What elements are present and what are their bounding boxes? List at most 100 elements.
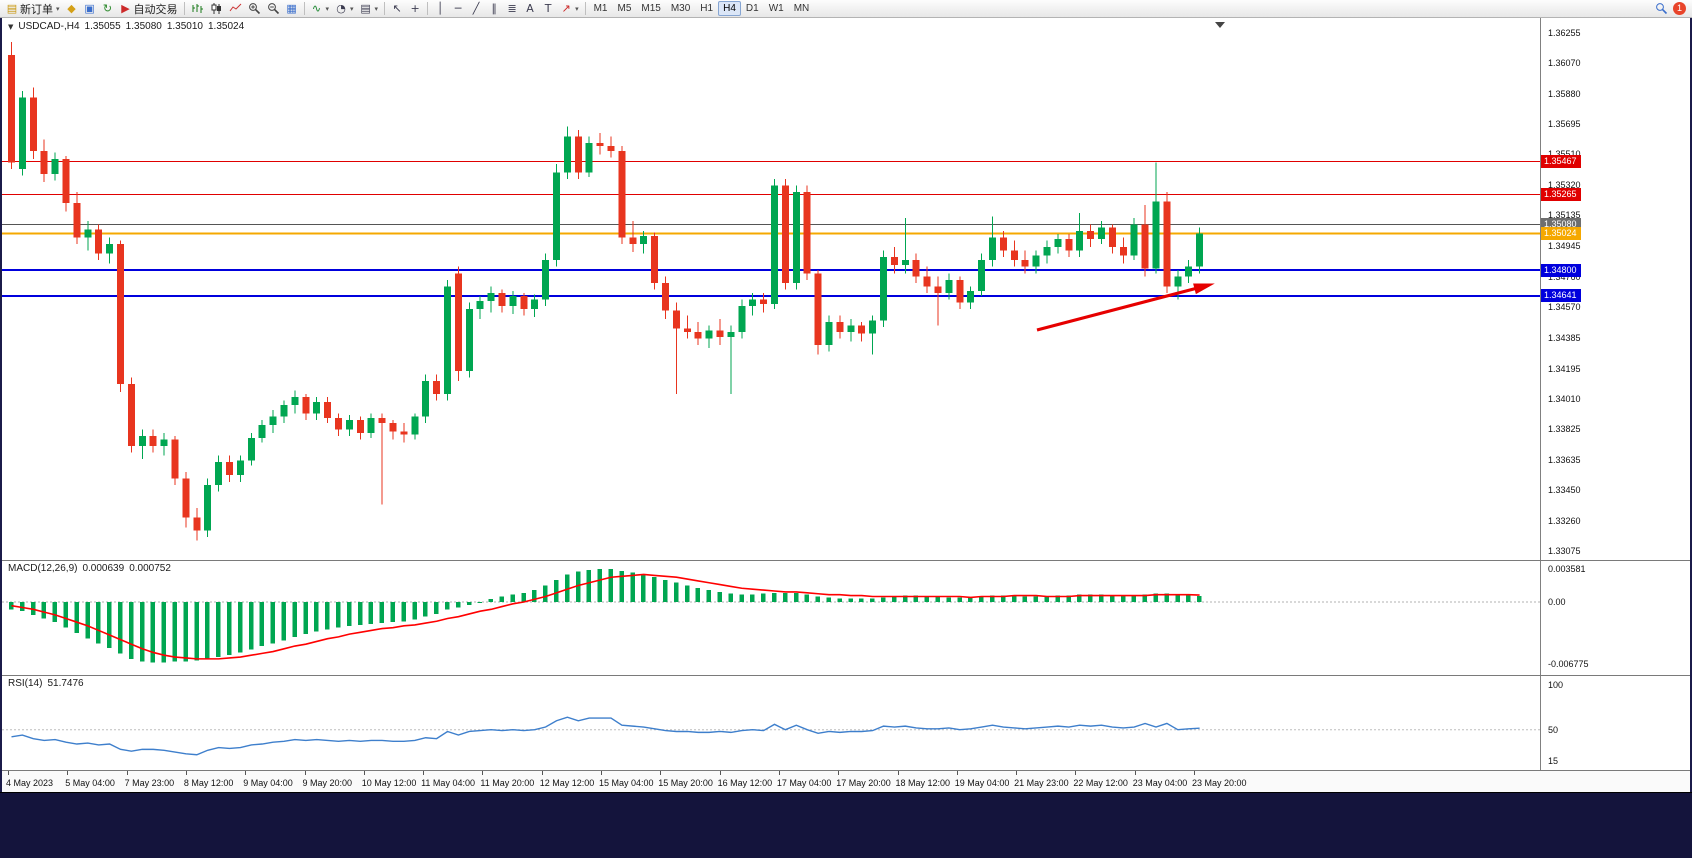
annotation-arrow[interactable]: [1036, 283, 1210, 332]
text-label-button[interactable]: T: [539, 1, 557, 17]
timeframe-m15-button[interactable]: M15: [636, 1, 665, 16]
time-axis-tick: [67, 771, 69, 775]
price-axis-label: 1.35320: [1548, 180, 1581, 191]
indicators-icon: ∿: [311, 1, 322, 15]
macd-axis-label: 0.003581: [1548, 564, 1586, 575]
candlestick-chart-button[interactable]: [207, 1, 226, 17]
profiles-icon: ▣: [84, 1, 95, 15]
candlesticks: [8, 41, 1204, 541]
refresh-button[interactable]: ↻: [99, 1, 117, 17]
rsi-label: RSI(14) 51.7476: [8, 678, 84, 689]
rsi-axis[interactable]: 100 50 15: [1540, 676, 1690, 770]
time-axis-label: 23 May 20:00: [1192, 778, 1247, 788]
time-axis-tick: [897, 771, 899, 775]
timeframe-m1-button[interactable]: M1: [589, 1, 613, 16]
price-axis[interactable]: 1.36255 1.36070 1.35880 1.35695 1.35510 1.353…: [1540, 18, 1690, 560]
vertical-line-button[interactable]: │: [431, 1, 449, 17]
rsi-chart[interactable]: [2, 676, 1540, 771]
time-axis-tick: [778, 771, 780, 775]
crosshair-icon: +: [410, 1, 420, 15]
price-tag: 1.35024: [1541, 227, 1581, 241]
time-axis-tick: [1134, 771, 1136, 775]
crosshair-button[interactable]: +: [406, 1, 424, 17]
profiles-button[interactable]: ▣: [81, 1, 99, 17]
indicators-button[interactable]: ∿ ▾: [308, 1, 333, 17]
chevron-down-icon: ▾: [325, 4, 330, 13]
toolbar-separator: [384, 2, 386, 15]
cursor-button[interactable]: ↖: [388, 1, 406, 17]
refresh-icon: ↻: [102, 1, 113, 15]
notification-badge[interactable]: 1: [1673, 2, 1686, 15]
timeframe-m30-button[interactable]: M30: [666, 1, 695, 16]
text-icon: A: [526, 1, 534, 15]
templates-icon: ▤: [360, 1, 371, 15]
zoom-in-button[interactable]: [245, 1, 264, 17]
channel-icon: ∥: [491, 1, 497, 15]
search-icon[interactable]: [1655, 2, 1668, 15]
macd-panel: MACD(12,26,9) 0.000639 0.000752 0.003581…: [2, 560, 1690, 675]
time-axis-tick: [719, 771, 721, 775]
channel-button[interactable]: ∥: [485, 1, 503, 17]
horizontal-line-button[interactable]: ─: [449, 1, 467, 17]
price-chart[interactable]: [2, 18, 1540, 560]
bar-chart-button[interactable]: [188, 1, 207, 17]
autotrading-icon: ▶: [121, 1, 130, 15]
timeframe-m5-button[interactable]: M5: [612, 1, 636, 16]
time-axis-label: 11 May 04:00: [421, 778, 475, 788]
macd-axis[interactable]: 0.003581 0.00 -0.006775: [1540, 561, 1690, 675]
time-axis-tick: [660, 771, 662, 775]
time-axis-label: 22 May 12:00: [1073, 778, 1128, 788]
price-axis-label: 1.34760: [1548, 271, 1581, 282]
one-click-trading-toggle[interactable]: ▼: [8, 22, 14, 31]
macd-chart[interactable]: [2, 561, 1540, 676]
time-axis-tick: [363, 771, 365, 775]
text-button[interactable]: A: [521, 1, 539, 17]
chart-shift-marker[interactable]: [1215, 22, 1225, 28]
autotrading-button[interactable]: ▶ 自动交易: [117, 1, 181, 17]
time-axis-tick: [8, 771, 9, 775]
rsi-value: 51.7476: [47, 678, 84, 689]
tile-windows-button[interactable]: ▦: [283, 1, 301, 17]
trendline-button[interactable]: ╱: [467, 1, 485, 17]
fibonacci-icon: ≣: [507, 1, 517, 15]
time-axis-label: 15 May 04:00: [599, 778, 654, 788]
time-axis-label: 11 May 20:00: [480, 778, 535, 788]
macd-label: MACD(12,26,9) 0.000639 0.000752: [8, 563, 171, 574]
zoom-out-button[interactable]: [264, 1, 283, 17]
trendline-icon: ╱: [472, 1, 480, 15]
arrows-button[interactable]: ↗ ▾: [557, 1, 582, 17]
time-axis-label: 12 May 12:00: [539, 778, 595, 788]
timeframe-mn-button[interactable]: MN: [789, 1, 815, 16]
timeframe-w1-button[interactable]: W1: [764, 1, 789, 16]
new-order-button[interactable]: ▤ 新订单 ▾: [3, 1, 63, 17]
timeframe-h4-button[interactable]: H4: [718, 1, 741, 16]
timeframe-h1-button[interactable]: H1: [695, 1, 718, 16]
autotrading-label: 自动交易: [133, 3, 178, 16]
new-order-icon: ▤: [6, 1, 18, 15]
line-chart-button[interactable]: [226, 1, 245, 17]
price-axis-label: 1.36070: [1548, 58, 1581, 69]
time-axis-label: 21 May 23:00: [1014, 778, 1069, 788]
price-axis-label: 1.35135: [1548, 210, 1581, 221]
metaeditor-button[interactable]: ◆: [63, 1, 81, 17]
price-axis-label: 1.34945: [1548, 241, 1581, 252]
time-axis[interactable]: 4 May 2023 5 May 04:00 7 May 23:00 8 May 12…: [2, 770, 1690, 792]
macd-signal-value: 0.000752: [129, 563, 171, 574]
candlestick-chart-icon: [211, 3, 221, 14]
time-axis-label: 17 May 04:00: [776, 778, 832, 788]
annotation-arrowhead: [1193, 283, 1215, 295]
toolbar-separator: [427, 2, 429, 15]
high-value: 1.35080: [125, 21, 162, 32]
fibonacci-button[interactable]: ≣: [503, 1, 521, 17]
price-axis-label: 1.33075: [1548, 545, 1581, 556]
timeframe-d1-button[interactable]: D1: [741, 1, 764, 16]
rsi-panel: RSI(14) 51.7476 100 50 15: [2, 675, 1690, 770]
price-tag: 1.35467: [1541, 154, 1581, 168]
time-axis-label: 9 May 04:00: [243, 778, 293, 788]
chevron-down-icon: ▾: [374, 4, 379, 13]
price-tag: 1.35265: [1541, 187, 1581, 201]
time-axis-label: 7 May 23:00: [124, 778, 175, 788]
rsi-line: [11, 716, 1200, 756]
templates-button[interactable]: ▤ ▾: [357, 1, 382, 17]
periods-button[interactable]: ◔ ▾: [332, 1, 357, 17]
